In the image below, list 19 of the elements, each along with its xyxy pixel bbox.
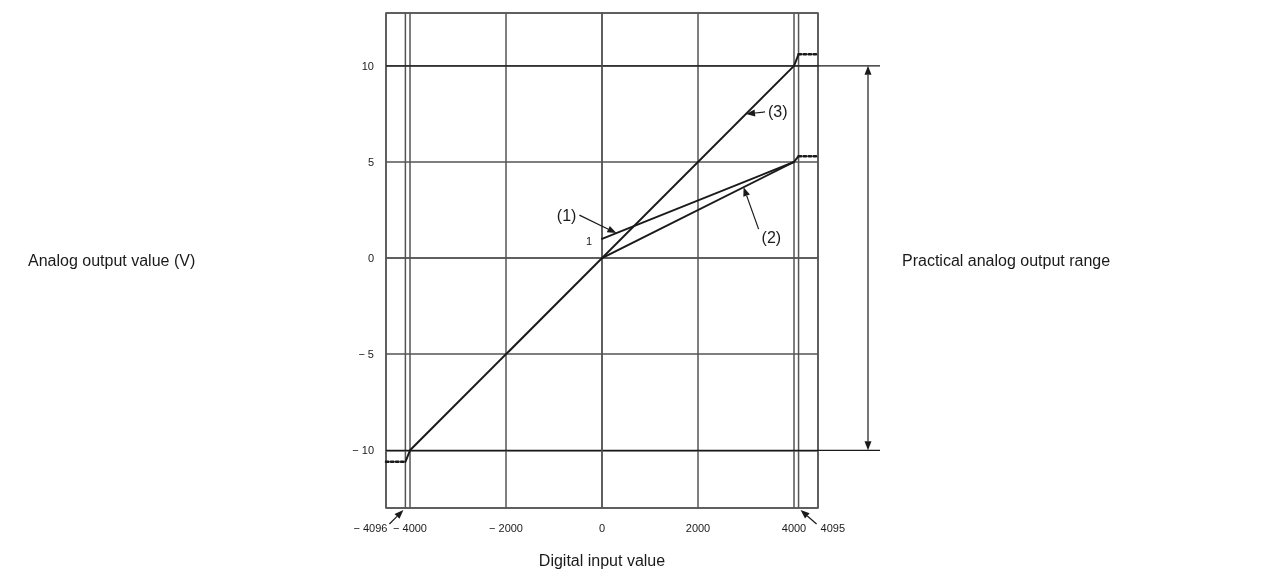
y-tick-label: 0 <box>367 252 374 265</box>
x-tick-label: 4000 <box>781 521 807 534</box>
x-tick-label: − 4000 <box>393 521 427 534</box>
y-tick-label: 5 <box>367 155 374 168</box>
y-tick-label: − 10 <box>352 444 374 457</box>
y-tick-label: 10 <box>361 59 374 72</box>
annotation: (2) <box>761 228 782 246</box>
x-tick-label: − 2000 <box>489 521 523 534</box>
x-tick-label: 2000 <box>685 521 711 534</box>
annotation: (3) <box>768 103 788 121</box>
y-tick-label: − 5 <box>358 348 374 361</box>
text: Practical analog output range <box>902 252 1111 269</box>
x-axis-title: Digital input value <box>538 551 666 569</box>
ref-line-label: − 4096 <box>353 522 388 534</box>
annotation: (1) <box>556 206 577 224</box>
text: Analog output value (V) <box>28 252 196 269</box>
annotation: 1 <box>585 234 592 247</box>
ref-line-label: 4095 <box>820 522 846 534</box>
x-tick-label: 0 <box>598 521 606 534</box>
